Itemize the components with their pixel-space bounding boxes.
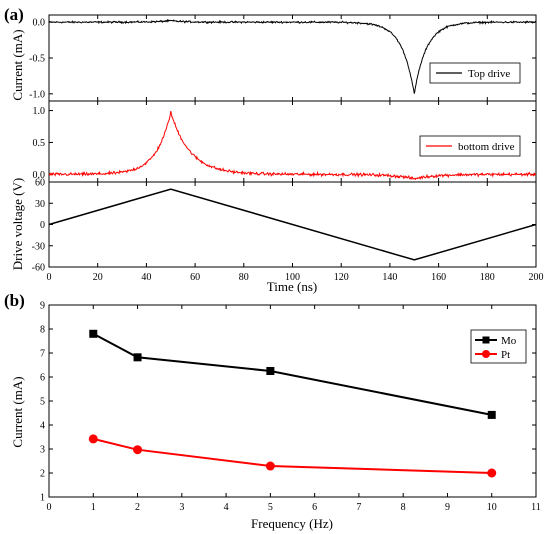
a-voltage-ylabel: Drive voltage (V) [10, 178, 25, 270]
xtick-label: 100 [285, 272, 300, 283]
xtick-label: 40 [141, 272, 151, 283]
legend-box-b [470, 329, 527, 364]
xtick-label: 7 [356, 502, 361, 513]
ytick-label: 0 [40, 220, 45, 231]
ytick-label: 7 [40, 349, 45, 360]
ytick-label: 0.0 [33, 18, 46, 29]
ytick-label: 4 [40, 421, 45, 432]
xtick-label: 140 [382, 272, 397, 283]
xtick-label: 10 [487, 502, 497, 513]
point-mo [133, 353, 142, 362]
xtick-label: 120 [334, 272, 349, 283]
legend-box-bottom-drive [419, 135, 521, 157]
ytick-label: 0.0 [33, 170, 46, 181]
ytick-label: 30 [35, 199, 45, 210]
panel-label-b: (b) [4, 291, 25, 310]
xtick-label: 60 [190, 272, 200, 283]
plot-frame-b [48, 304, 537, 498]
xtick-label: 80 [239, 272, 249, 283]
ytick-label: 3 [40, 445, 45, 456]
ytick-label: 1.0 [33, 106, 46, 117]
ytick-label: -30 [32, 241, 45, 252]
xtick-label: 6 [312, 502, 317, 513]
point-pt [265, 461, 275, 471]
series-line-pt [93, 437, 492, 474]
ytick-label: -1.0 [29, 89, 45, 100]
a-xlabel: Time (ns) [267, 279, 317, 294]
xtick-label: 0 [47, 272, 52, 283]
ytick-label: -60 [32, 263, 45, 274]
series-bottom-drive [48, 111, 537, 181]
legend-marker-mo [482, 336, 490, 344]
ytick-label: 6 [40, 373, 45, 384]
xtick-label: 1 [91, 502, 96, 513]
xtick-label: 200 [529, 272, 544, 283]
xtick-label: 180 [480, 272, 495, 283]
plot-frame-a1 [48, 14, 537, 102]
xtick-label: 8 [401, 502, 406, 513]
xtick-label: 160 [431, 272, 446, 283]
b-xlabel: Frequency (Hz) [251, 516, 333, 531]
legend-label-bottom-drive: bottom drive [458, 141, 515, 153]
a-top-ylabel: Current (mA) [10, 29, 25, 100]
point-pt [88, 434, 98, 444]
plot-layer: 0.0 -0.5 -1.0 Top drive 1.0 0.5 0.0 bottom driv… [29, 14, 544, 513]
legend-label-pt: Pt [501, 349, 510, 361]
ytick-label: 0.5 [33, 138, 46, 149]
ytick-label: 60 [35, 178, 45, 189]
legend-label-mo: Mo [501, 335, 517, 347]
legend-marker-pt [482, 350, 490, 358]
b-ylabel: Current (mA) [10, 376, 25, 447]
ytick-label: 9 [40, 301, 45, 312]
legend-label-top-drive: Top drive [468, 68, 510, 80]
point-mo [487, 410, 496, 419]
xtick-label: 20 [93, 272, 103, 283]
legend-box-top-drive [429, 62, 521, 84]
series-line-mo [92, 332, 492, 416]
xtick-label: 2 [135, 502, 140, 513]
xtick-label: 11 [531, 502, 541, 513]
ytick-label: 2 [40, 469, 45, 480]
xtick-label: 4 [224, 502, 229, 513]
point-pt [487, 468, 497, 478]
point-mo [266, 367, 275, 375]
xtick-label: 0 [47, 502, 52, 513]
xtick-label: 3 [179, 502, 184, 513]
ytick-label: 8 [40, 325, 45, 336]
series-drive-voltage [48, 188, 537, 261]
ytick-label: 1 [40, 493, 45, 504]
xtick-label: 9 [445, 502, 450, 513]
xtick-label: 5 [268, 502, 273, 513]
point-mo [89, 329, 98, 338]
ytick-label: -0.5 [29, 54, 45, 65]
point-pt [133, 445, 143, 455]
panel-label-a: (a) [4, 5, 24, 24]
series-top-drive [48, 18, 537, 94]
ytick-label: 5 [40, 397, 45, 408]
